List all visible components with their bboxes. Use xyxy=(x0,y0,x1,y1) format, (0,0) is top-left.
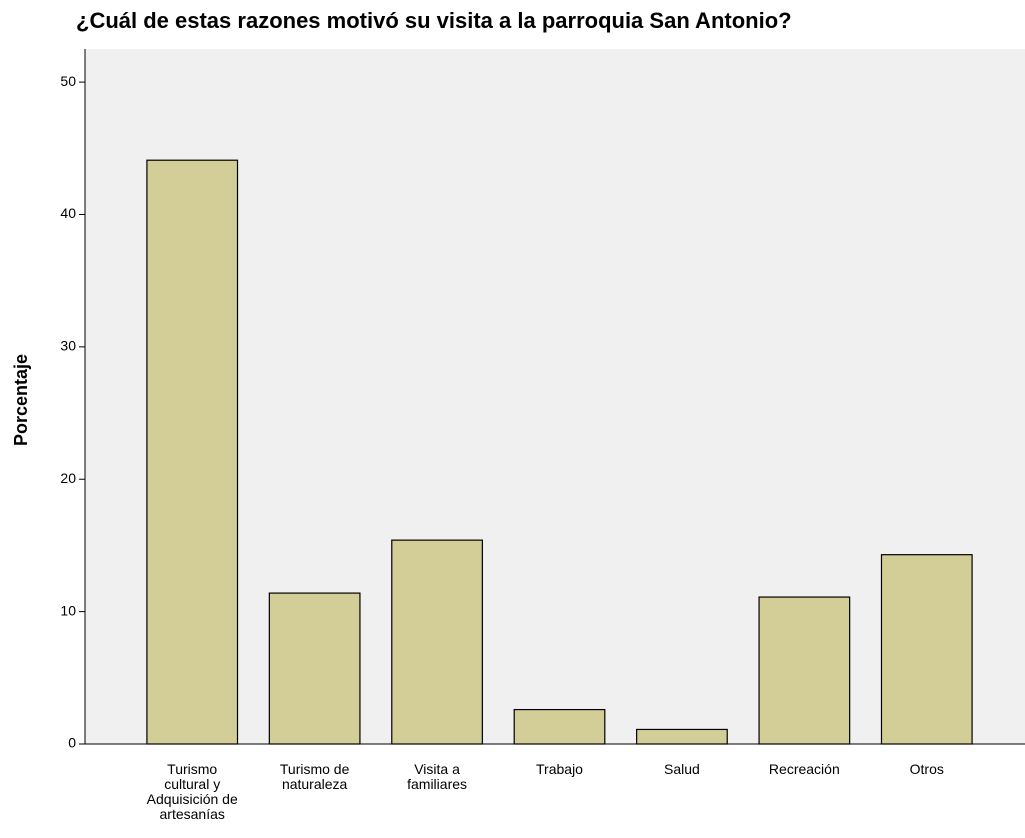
y-tick-label: 0 xyxy=(68,735,76,751)
bar xyxy=(880,554,973,745)
bar xyxy=(146,159,239,745)
x-tick-label-box: Visita a familiares xyxy=(407,762,468,792)
bar xyxy=(391,539,483,745)
bar xyxy=(758,596,851,745)
bar xyxy=(636,728,728,745)
y-axis-label: Porcentaje xyxy=(11,354,31,446)
x-tick-label: Recreación xyxy=(768,762,840,777)
bar xyxy=(513,708,606,745)
x-tick-label-box: Salud xyxy=(664,762,700,777)
x-tick-label: Otros xyxy=(909,762,944,777)
x-tick-label-box: Otros xyxy=(909,762,944,777)
x-tick-label: Trabajo xyxy=(536,762,583,777)
plot-area xyxy=(85,49,1025,744)
x-tick-label: Visita a familiares xyxy=(407,762,468,792)
x-tick-label-box: Turismo cultural y Adquisición de artesa… xyxy=(146,762,238,822)
x-tick-label: Turismo de naturaleza xyxy=(279,762,350,792)
bar xyxy=(268,592,361,745)
y-tick-label: 30 xyxy=(60,338,76,354)
x-tick-label-box: Recreación xyxy=(768,762,840,777)
y-tick-label: 10 xyxy=(60,602,76,618)
x-tick-label-box: Trabajo xyxy=(536,762,583,777)
y-tick-label: 40 xyxy=(60,205,76,221)
x-tick-label-box: Turismo de naturaleza xyxy=(279,762,350,792)
x-tick-label: Salud xyxy=(664,762,700,777)
y-tick-label: 50 xyxy=(60,73,76,89)
y-tick-label: 20 xyxy=(60,470,76,486)
chart-title: ¿Cuál de estas razones motivó su visita … xyxy=(76,8,792,33)
x-tick-label: Turismo cultural y Adquisición de artesa… xyxy=(146,762,238,822)
